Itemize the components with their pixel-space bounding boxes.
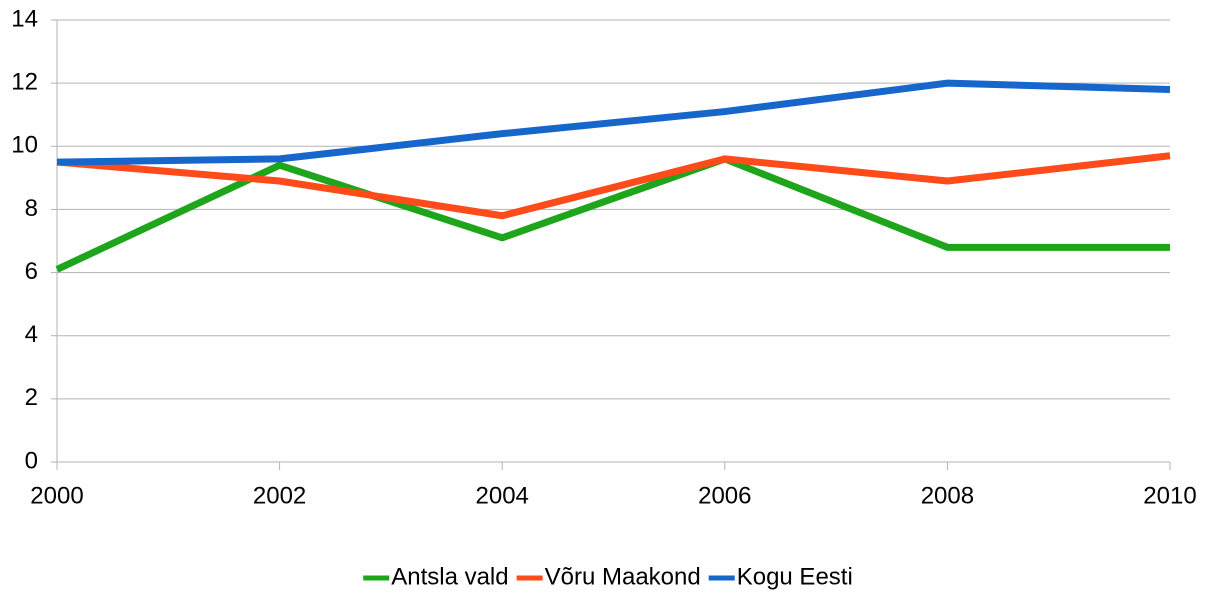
- y-tick-label: 10: [11, 132, 38, 159]
- legend-label: Võru Maakond: [545, 563, 701, 590]
- y-tick-label: 0: [25, 447, 38, 474]
- x-tick-label: 2004: [476, 482, 529, 509]
- legend-label: Kogu Eesti: [737, 563, 853, 590]
- x-tick-label: 2002: [253, 482, 306, 509]
- y-tick-label: 12: [11, 68, 38, 95]
- y-tick-label: 6: [25, 258, 38, 285]
- legend-item: Antsla vald: [363, 563, 509, 590]
- y-tick-label: 2: [25, 384, 38, 411]
- x-tick-label: 2000: [30, 482, 83, 509]
- series-line: [56, 152, 1171, 220]
- legend-item: Kogu Eesti: [708, 563, 853, 590]
- legend-item: Võru Maakond: [516, 563, 701, 590]
- series-line: [56, 79, 1171, 166]
- legend-label: Antsla vald: [391, 563, 508, 590]
- series-line: [55, 155, 1170, 273]
- legend: Antsla vald Võru Maakond Kogu Eesti: [363, 563, 853, 590]
- y-tick-label: 8: [25, 195, 38, 222]
- y-tick-label: 14: [11, 5, 38, 32]
- x-tick-label: 2010: [1143, 482, 1196, 509]
- y-tick-label: 4: [25, 321, 38, 348]
- x-tick-label: 2006: [698, 482, 751, 509]
- x-tick-label: 2008: [921, 482, 974, 509]
